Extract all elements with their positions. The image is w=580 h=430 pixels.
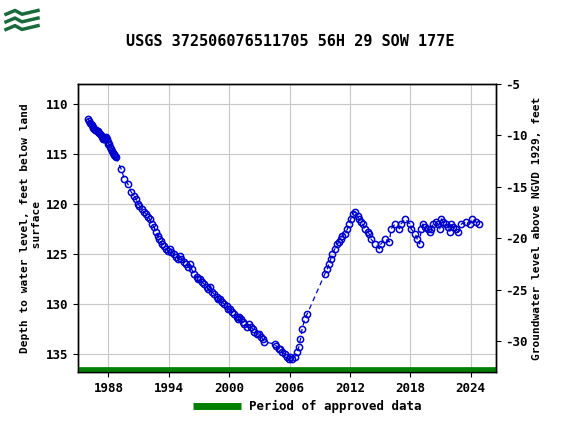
Y-axis label: Depth to water level, feet below land
 surface: Depth to water level, feet below land su… bbox=[20, 103, 42, 353]
Text: Period of approved data: Period of approved data bbox=[249, 400, 422, 413]
Y-axis label: Groundwater level above NGVD 1929, feet: Groundwater level above NGVD 1929, feet bbox=[532, 96, 542, 359]
FancyBboxPatch shape bbox=[4, 4, 40, 37]
Text: USGS 372506076511705 56H 29 SOW 177E: USGS 372506076511705 56H 29 SOW 177E bbox=[126, 34, 454, 49]
Text: USGS: USGS bbox=[46, 11, 110, 31]
